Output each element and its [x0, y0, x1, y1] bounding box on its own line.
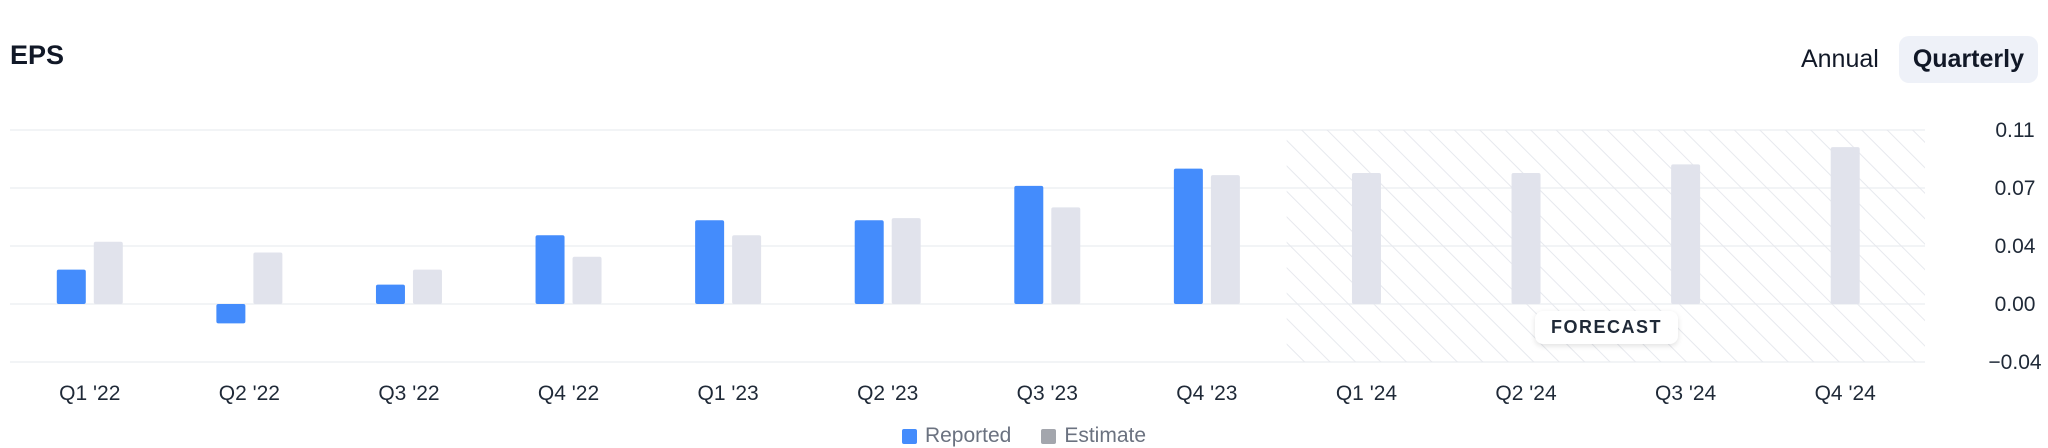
legend-item-estimate[interactable]: Estimate	[1041, 424, 1146, 448]
x-tick-label: Q2 '24	[1495, 382, 1557, 405]
period-toggle: Annual Quarterly	[1787, 36, 2038, 83]
estimate-bar	[412, 269, 442, 304]
y-tick-label: 0.00	[1995, 293, 2036, 316]
estimate-bar	[1051, 207, 1081, 304]
x-tick-label: Q3 '22	[378, 382, 439, 405]
x-tick-label: Q3 '24	[1655, 382, 1717, 405]
estimate-bar	[93, 241, 123, 304]
reported-bar	[854, 220, 884, 304]
forecast-badge: FORECAST	[1535, 311, 1678, 344]
y-tick-label: 0.04	[1995, 235, 2036, 258]
x-tick-label: Q4 '24	[1815, 382, 1877, 405]
quarterly-tab[interactable]: Quarterly	[1898, 36, 2038, 83]
estimate-bar	[253, 252, 283, 304]
legend-item-reported[interactable]: Reported	[901, 424, 1012, 448]
reported-bar	[56, 269, 86, 304]
chart-legend: Reported Estimate	[0, 424, 2048, 448]
legend-swatch-reported	[901, 428, 917, 444]
estimate-bar	[1511, 172, 1541, 304]
x-tick-label: Q4 '23	[1176, 382, 1237, 405]
reported-bar	[695, 220, 725, 304]
chart-title: EPS	[10, 40, 65, 70]
estimate-bar	[1351, 172, 1381, 304]
x-tick-label: Q2 '22	[219, 382, 280, 405]
estimate-bar	[572, 256, 602, 304]
reported-bar	[535, 235, 565, 304]
x-tick-label: Q1 '22	[59, 382, 120, 405]
x-tick-label: Q1 '24	[1336, 382, 1398, 405]
legend-label-reported: Reported	[924, 424, 1012, 447]
estimate-bar	[1830, 147, 1860, 304]
y-tick-label: 0.11	[1995, 119, 2034, 142]
y-tick-label: −0.04	[1988, 351, 2041, 374]
estimate-bar	[1671, 164, 1701, 304]
annual-tab[interactable]: Annual	[1800, 45, 1879, 73]
reported-bar	[216, 304, 246, 324]
estimate-bar	[891, 218, 921, 304]
x-tick-label: Q4 '22	[538, 382, 599, 405]
legend-label-estimate: Estimate	[1064, 424, 1147, 447]
reported-bar	[1014, 185, 1044, 304]
x-tick-label: Q2 '23	[857, 382, 918, 405]
reported-bar	[375, 284, 405, 304]
x-tick-label: Q3 '23	[1017, 382, 1078, 405]
y-tick-label: 0.07	[1995, 177, 2036, 200]
estimate-bar	[1210, 175, 1240, 304]
estimate-bar	[732, 235, 762, 304]
x-tick-label: Q1 '23	[698, 382, 759, 405]
legend-swatch-estimate	[1041, 428, 1057, 444]
reported-bar	[1173, 168, 1203, 304]
